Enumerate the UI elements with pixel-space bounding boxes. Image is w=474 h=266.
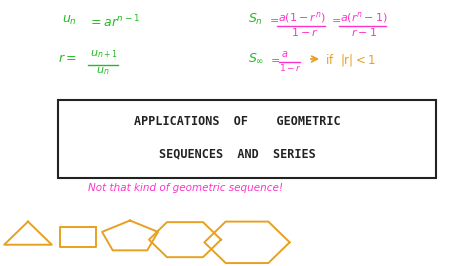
- Text: $a$: $a$: [281, 49, 288, 59]
- Text: $u_n$: $u_n$: [62, 14, 77, 27]
- Text: $= ar^{n-1}$: $= ar^{n-1}$: [88, 14, 140, 31]
- Text: $u_{n+1}$: $u_{n+1}$: [90, 48, 118, 60]
- Text: $1-r$: $1-r$: [279, 62, 302, 73]
- Text: $a(1-r^n)$: $a(1-r^n)$: [278, 10, 326, 25]
- Text: $u_n$: $u_n$: [96, 65, 109, 77]
- Text: $\mathsf{if\ \ |r|<1}$: $\mathsf{if\ \ |r|<1}$: [325, 52, 375, 68]
- Text: $=$: $=$: [267, 14, 279, 24]
- Text: $1-r$: $1-r$: [291, 26, 319, 38]
- Bar: [58, 100, 436, 178]
- Text: $S_\infty$: $S_\infty$: [248, 52, 264, 65]
- Text: SEQUENCES  AND  SERIES: SEQUENCES AND SERIES: [159, 147, 315, 160]
- Text: Not that kind of geometric sequence!: Not that kind of geometric sequence!: [88, 183, 283, 193]
- Text: $S_n$: $S_n$: [248, 12, 263, 27]
- Text: $a(r^n-1)$: $a(r^n-1)$: [340, 10, 388, 25]
- Text: $r =$: $r =$: [58, 52, 77, 65]
- Text: $=$: $=$: [329, 14, 341, 24]
- Text: APPLICATIONS  OF    GEOMETRIC: APPLICATIONS OF GEOMETRIC: [134, 115, 340, 128]
- Text: $r-1$: $r-1$: [351, 26, 377, 38]
- Text: $=$: $=$: [268, 54, 280, 64]
